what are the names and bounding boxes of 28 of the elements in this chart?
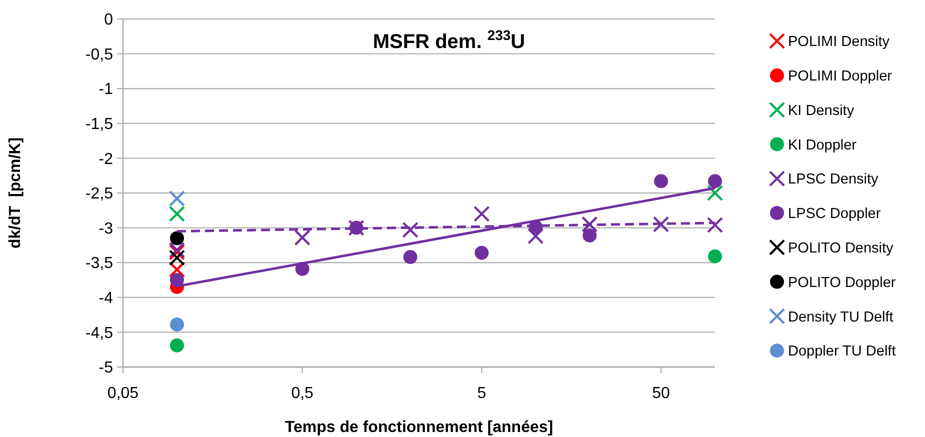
y-tick-label: -0,5 [85, 46, 114, 64]
legend-label: POLITO Doppler [788, 274, 896, 291]
y-tick-label: -3,5 [85, 255, 114, 272]
y-tick-label: -2 [98, 150, 114, 168]
y-tick-label: -1,5 [85, 116, 114, 133]
x-tick-label: 0,5 [291, 385, 314, 402]
legend-label: KI Doppler [788, 137, 857, 154]
x-tick-label: 50 [652, 385, 670, 402]
legend-label: POLITO Density [788, 240, 894, 256]
x-axis-title: Temps de fonctionnement [années] [284, 419, 554, 436]
y-tick-label: -5 [98, 360, 114, 377]
legend-label: LPSC Doppler [788, 206, 881, 222]
legend-label: LPSC Density [788, 172, 880, 188]
legend-label: POLIMI Density [788, 34, 890, 50]
y-tick-label: 0 [104, 12, 114, 29]
legend-label: Density TU Delft [788, 309, 894, 326]
y-tick-label: -3 [98, 220, 114, 238]
y-tick-label: -4 [98, 290, 114, 307]
legend-label: POLIMI Doppler [788, 68, 892, 84]
text: MSFR dem. $^{233}$U [372, 27, 526, 53]
y-tick-label: -1 [98, 81, 114, 98]
y-tick-label: -4,5 [85, 324, 114, 342]
legend-label: Doppler TU Delft [788, 344, 896, 360]
y-axis-title: dk/dT [pcm/K] [7, 137, 24, 249]
x-tick-label: 5 [477, 385, 486, 402]
y-tick-label: -2,5 [85, 186, 114, 203]
legend-label: KI Density [788, 102, 855, 119]
x-tick-label: 0,05 [107, 385, 139, 402]
